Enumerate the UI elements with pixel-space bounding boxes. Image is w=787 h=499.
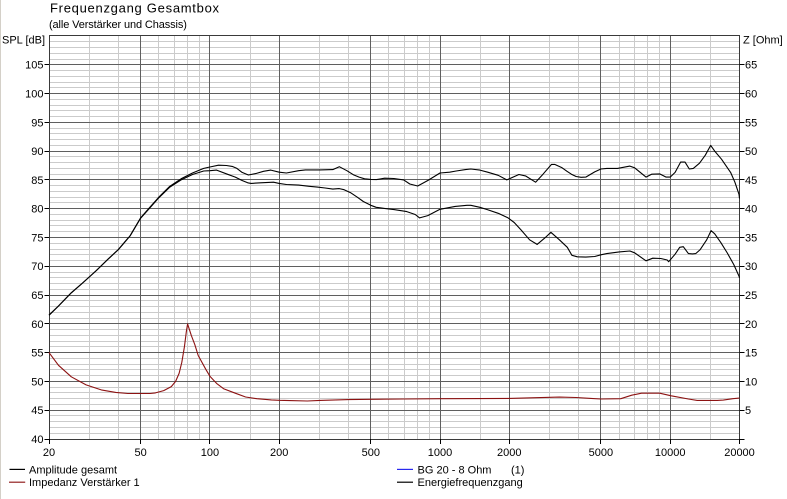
svg-text:(1): (1): [511, 464, 524, 476]
svg-text:(alle Verstärker und Chassis): (alle Verstärker und Chassis): [49, 19, 187, 31]
svg-text:Impedanz Verstärker 1: Impedanz Verstärker 1: [29, 477, 140, 489]
svg-text:60: 60: [31, 319, 43, 331]
svg-text:50: 50: [31, 376, 43, 388]
svg-text:45: 45: [745, 175, 757, 187]
svg-text:25: 25: [745, 290, 757, 302]
svg-text:5000: 5000: [589, 447, 613, 459]
svg-text:SPL [dB]: SPL [dB]: [2, 34, 45, 46]
svg-text:70: 70: [31, 261, 43, 273]
svg-text:10: 10: [745, 376, 757, 388]
svg-text:55: 55: [745, 117, 757, 129]
svg-text:2000: 2000: [497, 447, 521, 459]
svg-text:Energiefrequenzgang: Energiefrequenzgang: [418, 477, 523, 489]
svg-text:60: 60: [745, 89, 757, 101]
svg-text:200: 200: [270, 447, 288, 459]
svg-text:50: 50: [745, 146, 757, 158]
svg-text:30: 30: [745, 261, 757, 273]
svg-text:10000: 10000: [655, 447, 686, 459]
svg-text:80: 80: [31, 204, 43, 216]
svg-text:Amplitude gesamt: Amplitude gesamt: [29, 464, 117, 476]
svg-text:45: 45: [31, 405, 43, 417]
svg-text:1000: 1000: [428, 447, 452, 459]
svg-text:40: 40: [745, 204, 757, 216]
svg-text:95: 95: [31, 117, 43, 129]
svg-text:90: 90: [31, 146, 43, 158]
svg-text:35: 35: [745, 232, 757, 244]
svg-text:40: 40: [31, 434, 43, 446]
svg-text:500: 500: [362, 447, 380, 459]
svg-text:5: 5: [745, 405, 751, 417]
svg-text:20: 20: [745, 319, 757, 331]
svg-text:50: 50: [134, 447, 146, 459]
svg-text:20000: 20000: [724, 447, 755, 459]
svg-text:65: 65: [31, 290, 43, 302]
svg-text:100: 100: [25, 89, 43, 101]
svg-text:15: 15: [745, 348, 757, 360]
svg-text:20: 20: [43, 447, 55, 459]
svg-text:BG 20 - 8 Ohm: BG 20 - 8 Ohm: [418, 464, 492, 476]
svg-text:105: 105: [25, 60, 43, 72]
svg-text:Z [Ohm]: Z [Ohm]: [743, 34, 783, 46]
svg-text:85: 85: [31, 175, 43, 187]
svg-text:75: 75: [31, 232, 43, 244]
svg-text:100: 100: [201, 447, 219, 459]
svg-text:55: 55: [31, 348, 43, 360]
svg-text:Frequenzgang Gesamtbox: Frequenzgang Gesamtbox: [50, 1, 220, 16]
svg-text:65: 65: [745, 60, 757, 72]
